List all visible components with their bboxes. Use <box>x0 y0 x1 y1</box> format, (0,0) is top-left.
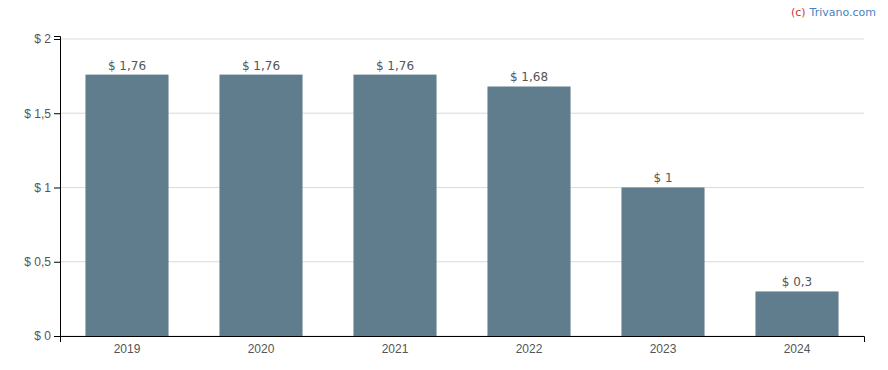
tick: 2019 <box>114 336 141 356</box>
tick: 2020 <box>248 336 275 356</box>
tick-mark <box>54 187 60 188</box>
bar <box>219 75 302 336</box>
data-label: $ 1 <box>653 171 672 185</box>
tick: 2022 <box>516 336 543 356</box>
bar <box>487 86 570 336</box>
data-label: $ 1,68 <box>510 70 548 84</box>
chart: $ 1,76 $ 1,76 $ 1,76 $ 1,68 $ 1 $ 0,3 $ 0 $ 0,5… <box>0 0 888 370</box>
data-labels: $ 1,76 $ 1,76 $ 1,76 $ 1,68 $ 1 $ 0,3 <box>108 59 812 290</box>
data-label: $ 1,76 <box>108 59 146 73</box>
tick-label: 2023 <box>650 342 677 356</box>
bar <box>353 75 436 336</box>
x-axis: 2019 2020 2021 2022 2023 2024 <box>61 336 865 356</box>
tick: 2024 <box>784 336 811 356</box>
tick: $ 1,5 <box>24 107 60 121</box>
bar <box>85 75 168 336</box>
tick-label: 2021 <box>382 342 409 356</box>
tick: $ 0 <box>34 329 60 343</box>
axis-line <box>54 37 61 337</box>
tick-label: $ 0 <box>34 329 51 343</box>
bar <box>621 187 704 336</box>
grid-line <box>60 113 864 114</box>
tick-mark <box>54 113 60 114</box>
tick: $ 1 <box>34 181 60 195</box>
annotation: Trivano.com <box>809 6 876 19</box>
watermark: (c)Trivano.com <box>791 6 876 19</box>
tick-label: $ 1,5 <box>24 107 51 121</box>
y-axis: $ 0 $ 0,5 $ 1 $ 1,5 $ 2 <box>24 32 60 343</box>
data-label: $ 0,3 <box>782 275 813 289</box>
tick-label: 2022 <box>516 342 543 356</box>
grid-line <box>60 261 864 262</box>
tick-label: $ 1 <box>34 181 51 195</box>
data-label: $ 1,76 <box>242 59 280 73</box>
tick-label: $ 2 <box>34 32 51 46</box>
bar <box>755 291 838 336</box>
tick-label: 2019 <box>114 342 141 356</box>
tick-mark <box>54 262 60 263</box>
tick-mark <box>54 336 60 337</box>
annotation: (c) <box>791 6 806 19</box>
grid <box>60 39 864 336</box>
tick-label: 2024 <box>784 342 811 356</box>
axis-line <box>61 337 865 343</box>
tick-label: 2020 <box>248 342 275 356</box>
grid-line <box>60 187 864 188</box>
plot: $ 1,76 $ 1,76 $ 1,76 $ 1,68 $ 1 $ 0,3 $ 0 $ 0,5… <box>24 32 864 356</box>
tick: $ 0,5 <box>24 255 60 269</box>
data-label: $ 1,76 <box>376 59 414 73</box>
grid-line <box>60 38 864 39</box>
tick: 2023 <box>650 336 677 356</box>
bars <box>85 75 838 336</box>
tick: $ 2 <box>34 32 60 46</box>
tick: 2021 <box>382 336 409 356</box>
tick-mark <box>54 39 60 40</box>
tick-label: $ 0,5 <box>24 255 51 269</box>
